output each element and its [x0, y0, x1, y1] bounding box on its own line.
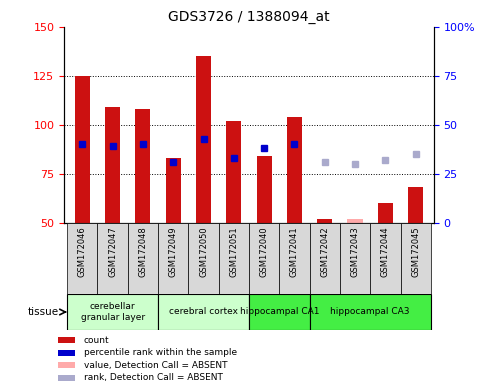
Text: GSM172043: GSM172043 — [351, 226, 359, 277]
Title: GDS3726 / 1388094_at: GDS3726 / 1388094_at — [168, 10, 330, 25]
Bar — [58, 362, 75, 368]
Bar — [370, 223, 400, 294]
Bar — [158, 223, 188, 294]
Bar — [287, 117, 302, 223]
Text: tissue: tissue — [28, 307, 59, 317]
Bar — [166, 158, 181, 223]
Text: cerebellar
granular layer: cerebellar granular layer — [80, 302, 144, 322]
Bar — [256, 156, 272, 223]
Text: GSM172044: GSM172044 — [381, 226, 390, 277]
Bar — [128, 223, 158, 294]
Text: cerebral cortex: cerebral cortex — [169, 308, 238, 316]
Text: GSM172047: GSM172047 — [108, 226, 117, 277]
Text: GSM172051: GSM172051 — [229, 226, 238, 277]
Bar — [400, 223, 431, 294]
Bar — [158, 294, 249, 330]
Bar — [279, 223, 310, 294]
Bar — [58, 350, 75, 356]
Bar — [58, 375, 75, 381]
Text: GSM172048: GSM172048 — [139, 226, 147, 277]
Text: GSM172040: GSM172040 — [260, 226, 269, 277]
Bar — [226, 121, 242, 223]
Bar — [317, 219, 332, 223]
Text: rank, Detection Call = ABSENT: rank, Detection Call = ABSENT — [84, 373, 222, 382]
Bar — [58, 337, 75, 343]
Bar — [378, 203, 393, 223]
Bar — [348, 219, 363, 223]
Bar — [340, 223, 370, 294]
Bar — [67, 294, 158, 330]
Bar — [219, 223, 249, 294]
Bar — [249, 223, 279, 294]
Text: GSM172042: GSM172042 — [320, 226, 329, 277]
Text: GSM172049: GSM172049 — [169, 226, 177, 277]
Bar — [105, 107, 120, 223]
Text: count: count — [84, 336, 109, 345]
Bar — [249, 294, 310, 330]
Bar — [135, 109, 150, 223]
Text: hippocampal CA3: hippocampal CA3 — [330, 308, 410, 316]
Bar — [310, 294, 431, 330]
Bar — [408, 187, 423, 223]
Text: value, Detection Call = ABSENT: value, Detection Call = ABSENT — [84, 361, 227, 370]
Bar — [75, 76, 90, 223]
Bar — [196, 56, 211, 223]
Bar — [188, 223, 219, 294]
Text: GSM172041: GSM172041 — [290, 226, 299, 277]
Text: percentile rank within the sample: percentile rank within the sample — [84, 348, 237, 357]
Bar — [98, 223, 128, 294]
Text: GSM172050: GSM172050 — [199, 226, 208, 277]
Bar — [310, 223, 340, 294]
Bar — [67, 223, 98, 294]
Text: hippocampal CA1: hippocampal CA1 — [240, 308, 319, 316]
Text: GSM172046: GSM172046 — [78, 226, 87, 277]
Text: GSM172045: GSM172045 — [411, 226, 420, 277]
